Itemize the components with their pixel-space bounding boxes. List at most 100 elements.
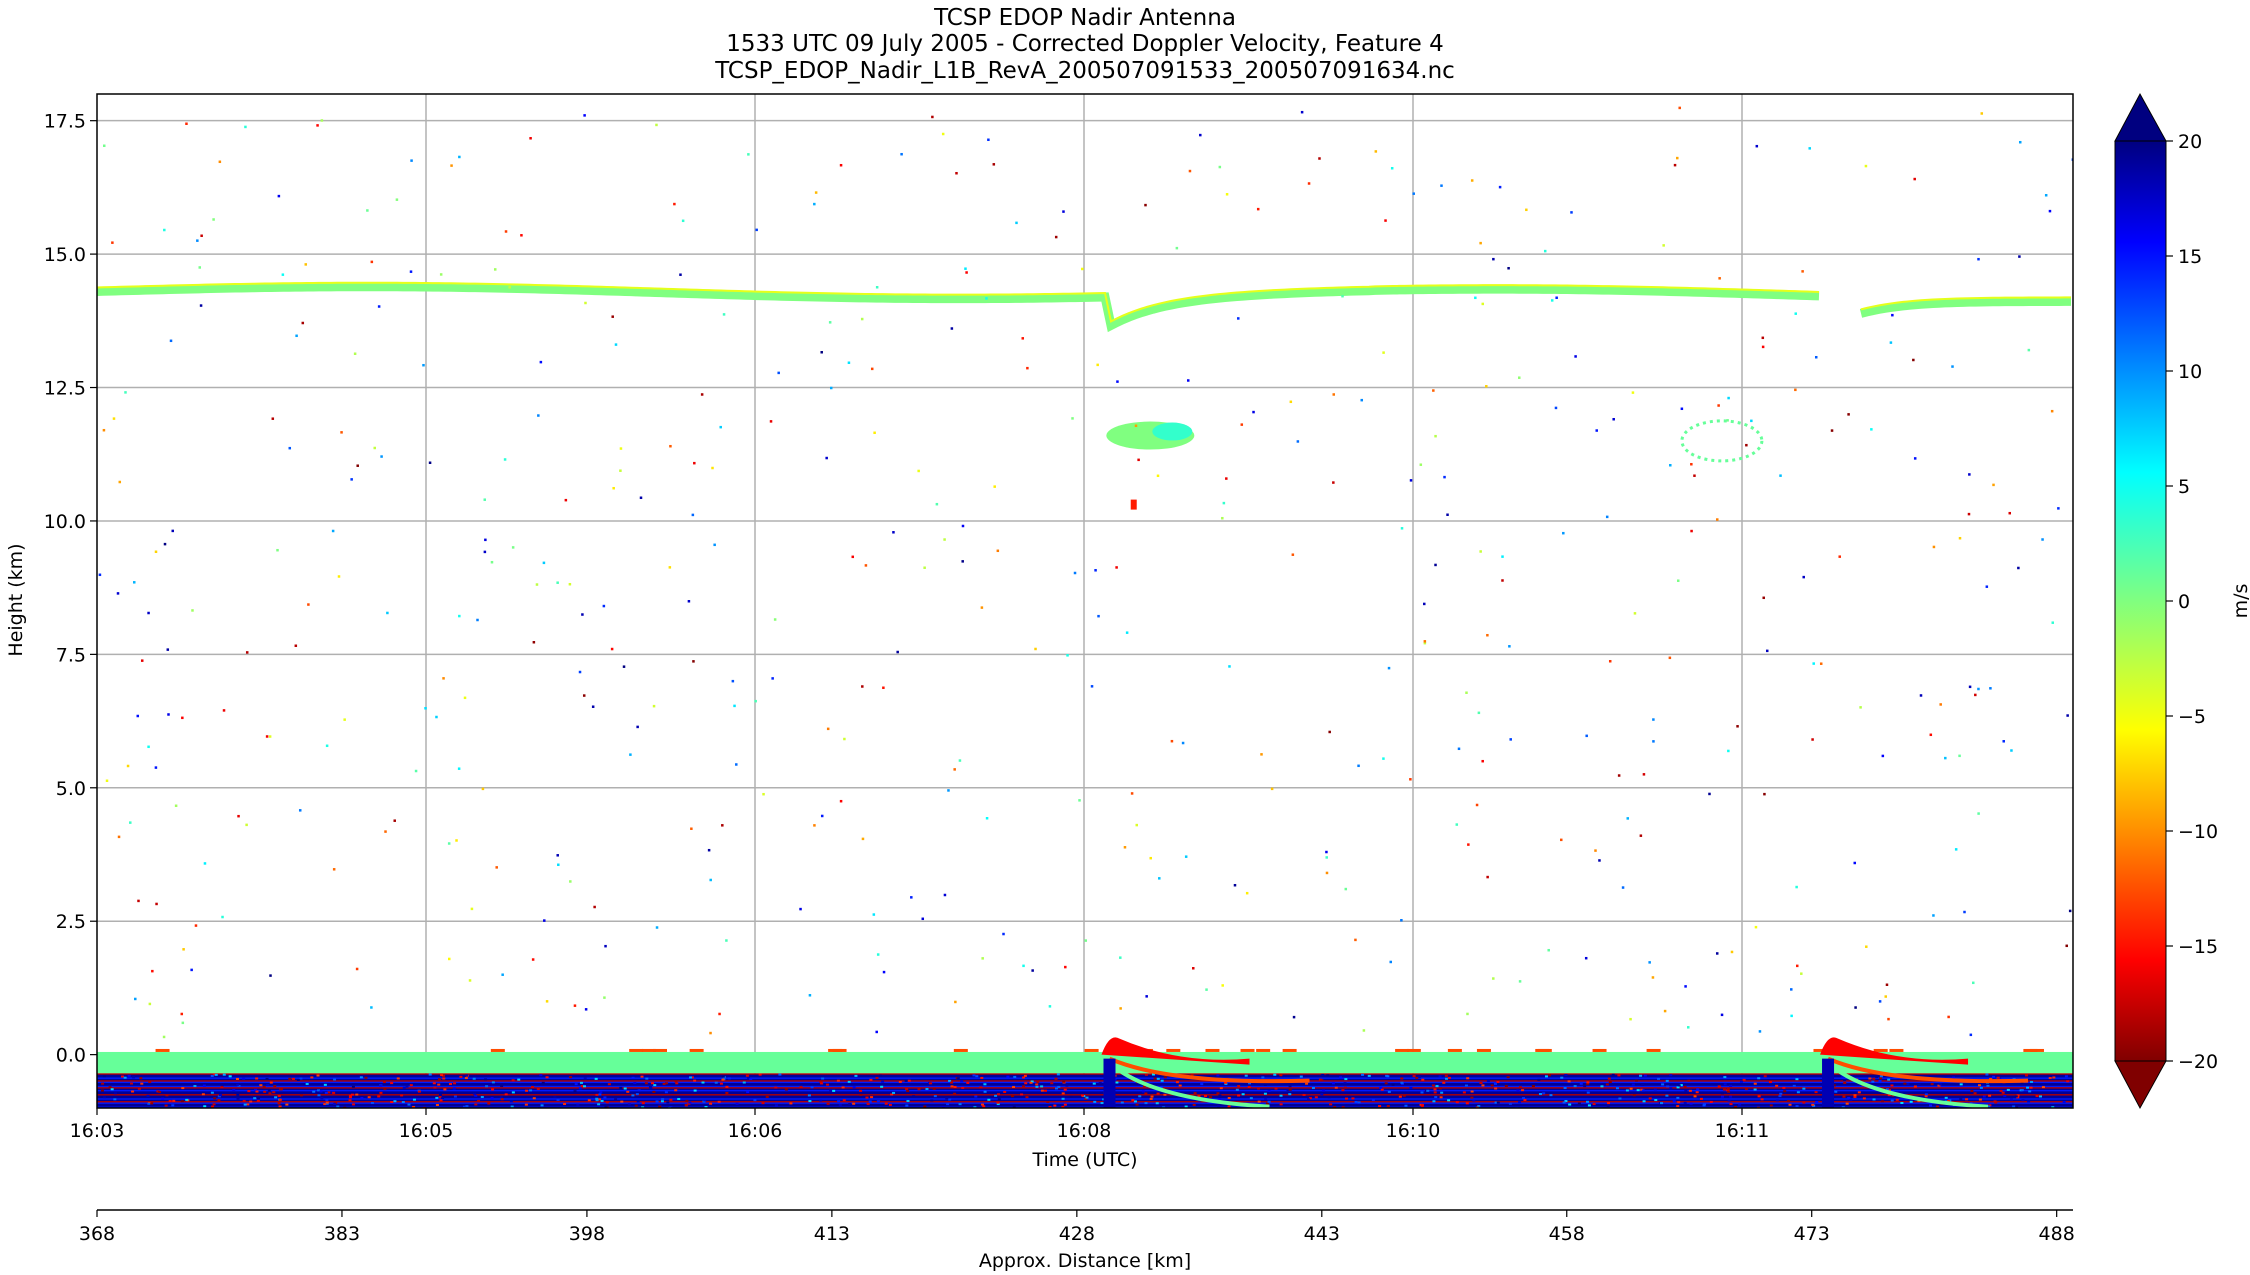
clutter-speckle <box>623 1087 627 1090</box>
dip-curve <box>1108 1056 1310 1084</box>
clutter-speckle <box>280 1088 284 1091</box>
clutter-speckle <box>185 1098 189 1101</box>
clutter-speckle <box>472 1077 476 1080</box>
clutter-speckle <box>1924 1093 1928 1096</box>
clutter-speckle <box>1843 1078 1847 1081</box>
noise-speckle <box>655 123 658 127</box>
noise-speckle <box>1501 579 1504 582</box>
noise-speckle <box>537 414 540 417</box>
clutter-speckle <box>412 1098 416 1101</box>
noise-speckle <box>490 560 494 564</box>
clutter-speckle <box>880 1085 884 1088</box>
surface-edge-mark <box>641 1048 656 1052</box>
noise-speckle <box>961 524 965 528</box>
clutter-speckle <box>296 1078 300 1081</box>
noise-speckle <box>1199 133 1202 137</box>
clutter-speckle <box>1814 1091 1818 1094</box>
noise-speckle <box>747 153 750 156</box>
noise-speckle <box>276 548 279 552</box>
clutter-speckle <box>1444 1074 1448 1077</box>
noise-speckle <box>1423 641 1427 645</box>
clutter-speckle <box>305 1082 309 1085</box>
clutter-speckle <box>1470 1090 1474 1093</box>
clutter-row <box>97 1084 2073 1087</box>
clutter-speckle <box>1494 1087 1498 1090</box>
noise-speckle <box>409 270 413 273</box>
noise-speckle <box>495 866 498 869</box>
clutter-speckle <box>1493 1082 1497 1085</box>
noise-speckle <box>1256 207 1260 211</box>
clutter-speckle <box>1796 1091 1800 1094</box>
clutter-speckle <box>210 1074 214 1077</box>
noise-speckle <box>813 824 816 827</box>
noise-speckle <box>1307 182 1311 185</box>
noise-speckle <box>921 917 925 921</box>
clutter-speckle <box>980 1076 984 1079</box>
noise-speckle <box>1678 106 1681 110</box>
noise-speckle <box>105 779 109 783</box>
clutter-speckle <box>1684 1089 1688 1092</box>
noise-speckle <box>1881 754 1885 758</box>
clutter-speckle <box>1380 1088 1384 1091</box>
clutter-speckle <box>594 1077 598 1080</box>
clutter-speckle <box>355 1093 359 1096</box>
clutter-speckle <box>100 1089 104 1092</box>
noise-speckle <box>762 792 765 796</box>
clutter-speckle <box>758 1073 762 1076</box>
noise-speckle <box>1684 985 1687 988</box>
clutter-speckle <box>946 1103 950 1106</box>
clutter-speckle <box>1508 1102 1512 1105</box>
clutter-speckle <box>1887 1089 1891 1092</box>
clutter-speckle <box>838 1104 842 1107</box>
noise-speckle <box>1585 734 1588 738</box>
clutter-speckle <box>265 1077 269 1080</box>
noise-speckle <box>237 814 240 818</box>
dip-curve <box>1108 1061 1270 1108</box>
distance-tick-label: 428 <box>1059 1223 1095 1245</box>
clutter-speckle <box>1795 1105 1799 1108</box>
clutter-speckle <box>443 1088 447 1091</box>
clutter-speckle <box>317 1094 321 1097</box>
noise-speckle <box>652 704 656 708</box>
clutter-speckle <box>1218 1094 1222 1097</box>
noise-speckle <box>118 480 122 484</box>
surface-edge-mark <box>689 1048 704 1052</box>
clutter-speckle <box>1274 1087 1278 1090</box>
clutter-speckle <box>1302 1093 1306 1096</box>
clutter-speckle <box>1334 1086 1338 1089</box>
clutter-speckle <box>1909 1100 1913 1103</box>
distance-axis-ticks: 368 383 398 413 428 443 458 473 488 <box>79 1210 2075 1245</box>
clutter-speckle <box>316 1074 320 1077</box>
noise-speckle <box>1663 1009 1667 1013</box>
clutter-speckle <box>1400 1081 1404 1084</box>
noise-speckle <box>245 823 248 827</box>
noise-speckle <box>1492 257 1495 261</box>
clutter-speckle <box>193 1085 197 1088</box>
clutter-speckle <box>1447 1099 1451 1102</box>
clutter-speckle <box>689 1076 693 1079</box>
clutter-speckle <box>997 1098 1001 1101</box>
clutter-speckle <box>1672 1100 1676 1103</box>
clutter-speckle <box>996 1093 1000 1096</box>
surface-edge-mark <box>1889 1048 1904 1052</box>
noise-speckle <box>277 194 281 198</box>
noise-speckle <box>504 230 508 233</box>
clutter-speckle <box>1327 1096 1331 1099</box>
noise-speckle <box>1031 969 1034 972</box>
clutter-speckle <box>1479 1081 1483 1084</box>
noise-speckle <box>1939 703 1942 706</box>
clutter-speckle <box>1988 1104 1992 1107</box>
clutter-speckle <box>1676 1105 1680 1108</box>
clutter-speckle <box>753 1099 757 1102</box>
clutter-speckle <box>453 1095 457 1098</box>
noise-speckle <box>700 393 704 396</box>
clutter-speckle <box>1815 1101 1819 1104</box>
clutter-speckle <box>1142 1085 1146 1088</box>
distance-tick-label: 398 <box>569 1223 605 1245</box>
clutter-speckle <box>684 1104 688 1107</box>
noise-speckle <box>268 735 272 738</box>
colorbar-ticks: 20 15 10 5 0 −5 −10 −15 −20 <box>2166 131 2218 1073</box>
noise-speckle <box>1002 932 1005 936</box>
clutter-speckle <box>1435 1085 1439 1088</box>
noise-speckle <box>935 502 939 506</box>
